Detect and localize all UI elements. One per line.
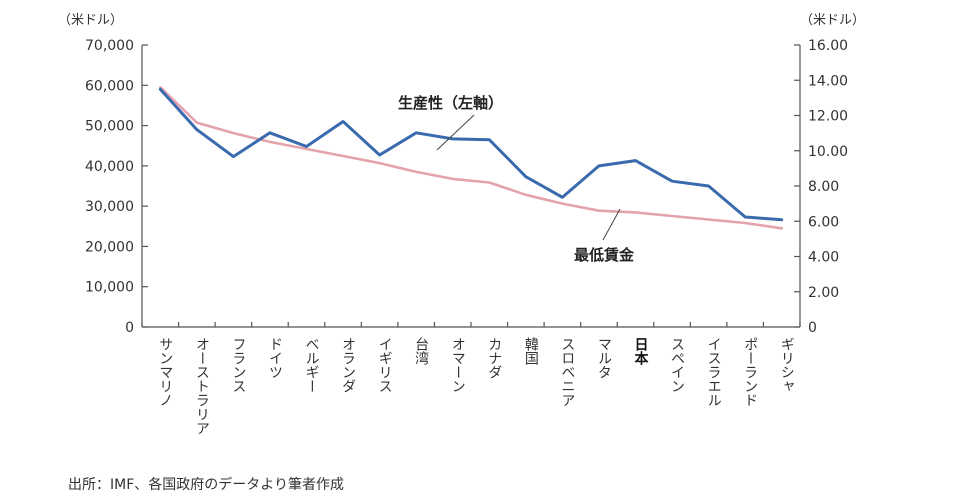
left-axis-unit: （米ドル） <box>58 13 123 28</box>
left-axis-ticks: 70,000 60,000 50,000 40,000 30,000 20,000 10,0… <box>85 38 148 336</box>
min-wage-line <box>159 86 784 230</box>
left-tick-label: 10,000 <box>85 280 134 296</box>
left-tick-label: 40,000 <box>85 159 134 175</box>
source-note: 出所：IMF、各国政府のデータより筆者作成 <box>68 477 344 493</box>
productivity-leader-line <box>436 114 475 151</box>
category-label: 日本 <box>633 337 649 366</box>
category-label: サンマリノ <box>157 337 173 407</box>
left-tick-label: 0 <box>125 320 134 336</box>
category-label: マルタ <box>596 337 612 379</box>
right-tick-label: 4.00 <box>808 250 839 266</box>
right-axis-ticks: 16.00 14.00 12.00 10.00 8.00 6.00 4.00 2.00 0 <box>794 38 848 336</box>
category-label: 台湾 <box>413 337 429 365</box>
productivity-line <box>158 87 784 222</box>
category-label: オマーン <box>450 337 466 393</box>
right-axis-unit: （米ドル） <box>800 13 865 28</box>
annotations: 生産性（左軸） 最低賃金 <box>398 94 635 264</box>
right-tick-label: 12.00 <box>808 109 848 125</box>
category-label: カナダ <box>486 337 502 379</box>
category-label: イギリス <box>377 337 393 393</box>
category-label: オランダ <box>340 337 356 393</box>
category-ticks: サンマリノ オーストラリア フランス ドイツ ベルギー オランダ イギリス 台湾 オマーン カナダ… <box>141 322 801 435</box>
category-label: スペイン <box>669 337 685 393</box>
left-tick-label: 50,000 <box>85 119 134 135</box>
category-label: ベルギー <box>304 337 320 393</box>
left-tick-label: 60,000 <box>85 78 134 94</box>
right-tick-label: 0 <box>808 320 817 336</box>
productivity-annotation: 生産性（左軸） <box>398 94 503 112</box>
left-tick-label: 70,000 <box>85 38 134 54</box>
right-tick-label: 2.00 <box>808 285 839 301</box>
category-label: オーストラリア <box>194 337 210 435</box>
category-label: 韓国 <box>523 337 539 365</box>
category-label: スロベニア <box>559 337 575 407</box>
category-label: フランス <box>230 337 246 393</box>
right-tick-label: 14.00 <box>808 73 848 89</box>
right-tick-label: 10.00 <box>808 144 848 160</box>
axes: （米ドル） （米ドル） <box>58 13 865 328</box>
right-tick-label: 6.00 <box>808 214 839 230</box>
left-tick-label: 20,000 <box>85 239 134 255</box>
category-label: ギリシャ <box>779 337 795 393</box>
min-wage-leader-line <box>602 208 621 241</box>
left-tick-label: 30,000 <box>85 199 134 215</box>
right-tick-label: 8.00 <box>808 179 839 195</box>
series-lines <box>158 86 784 230</box>
min-wage-annotation: 最低賃金 <box>574 246 635 264</box>
right-tick-label: 16.00 <box>808 38 848 54</box>
category-label: ポーランド <box>742 337 758 407</box>
category-label: イスラエル <box>706 337 722 407</box>
category-label: ドイツ <box>267 337 283 379</box>
